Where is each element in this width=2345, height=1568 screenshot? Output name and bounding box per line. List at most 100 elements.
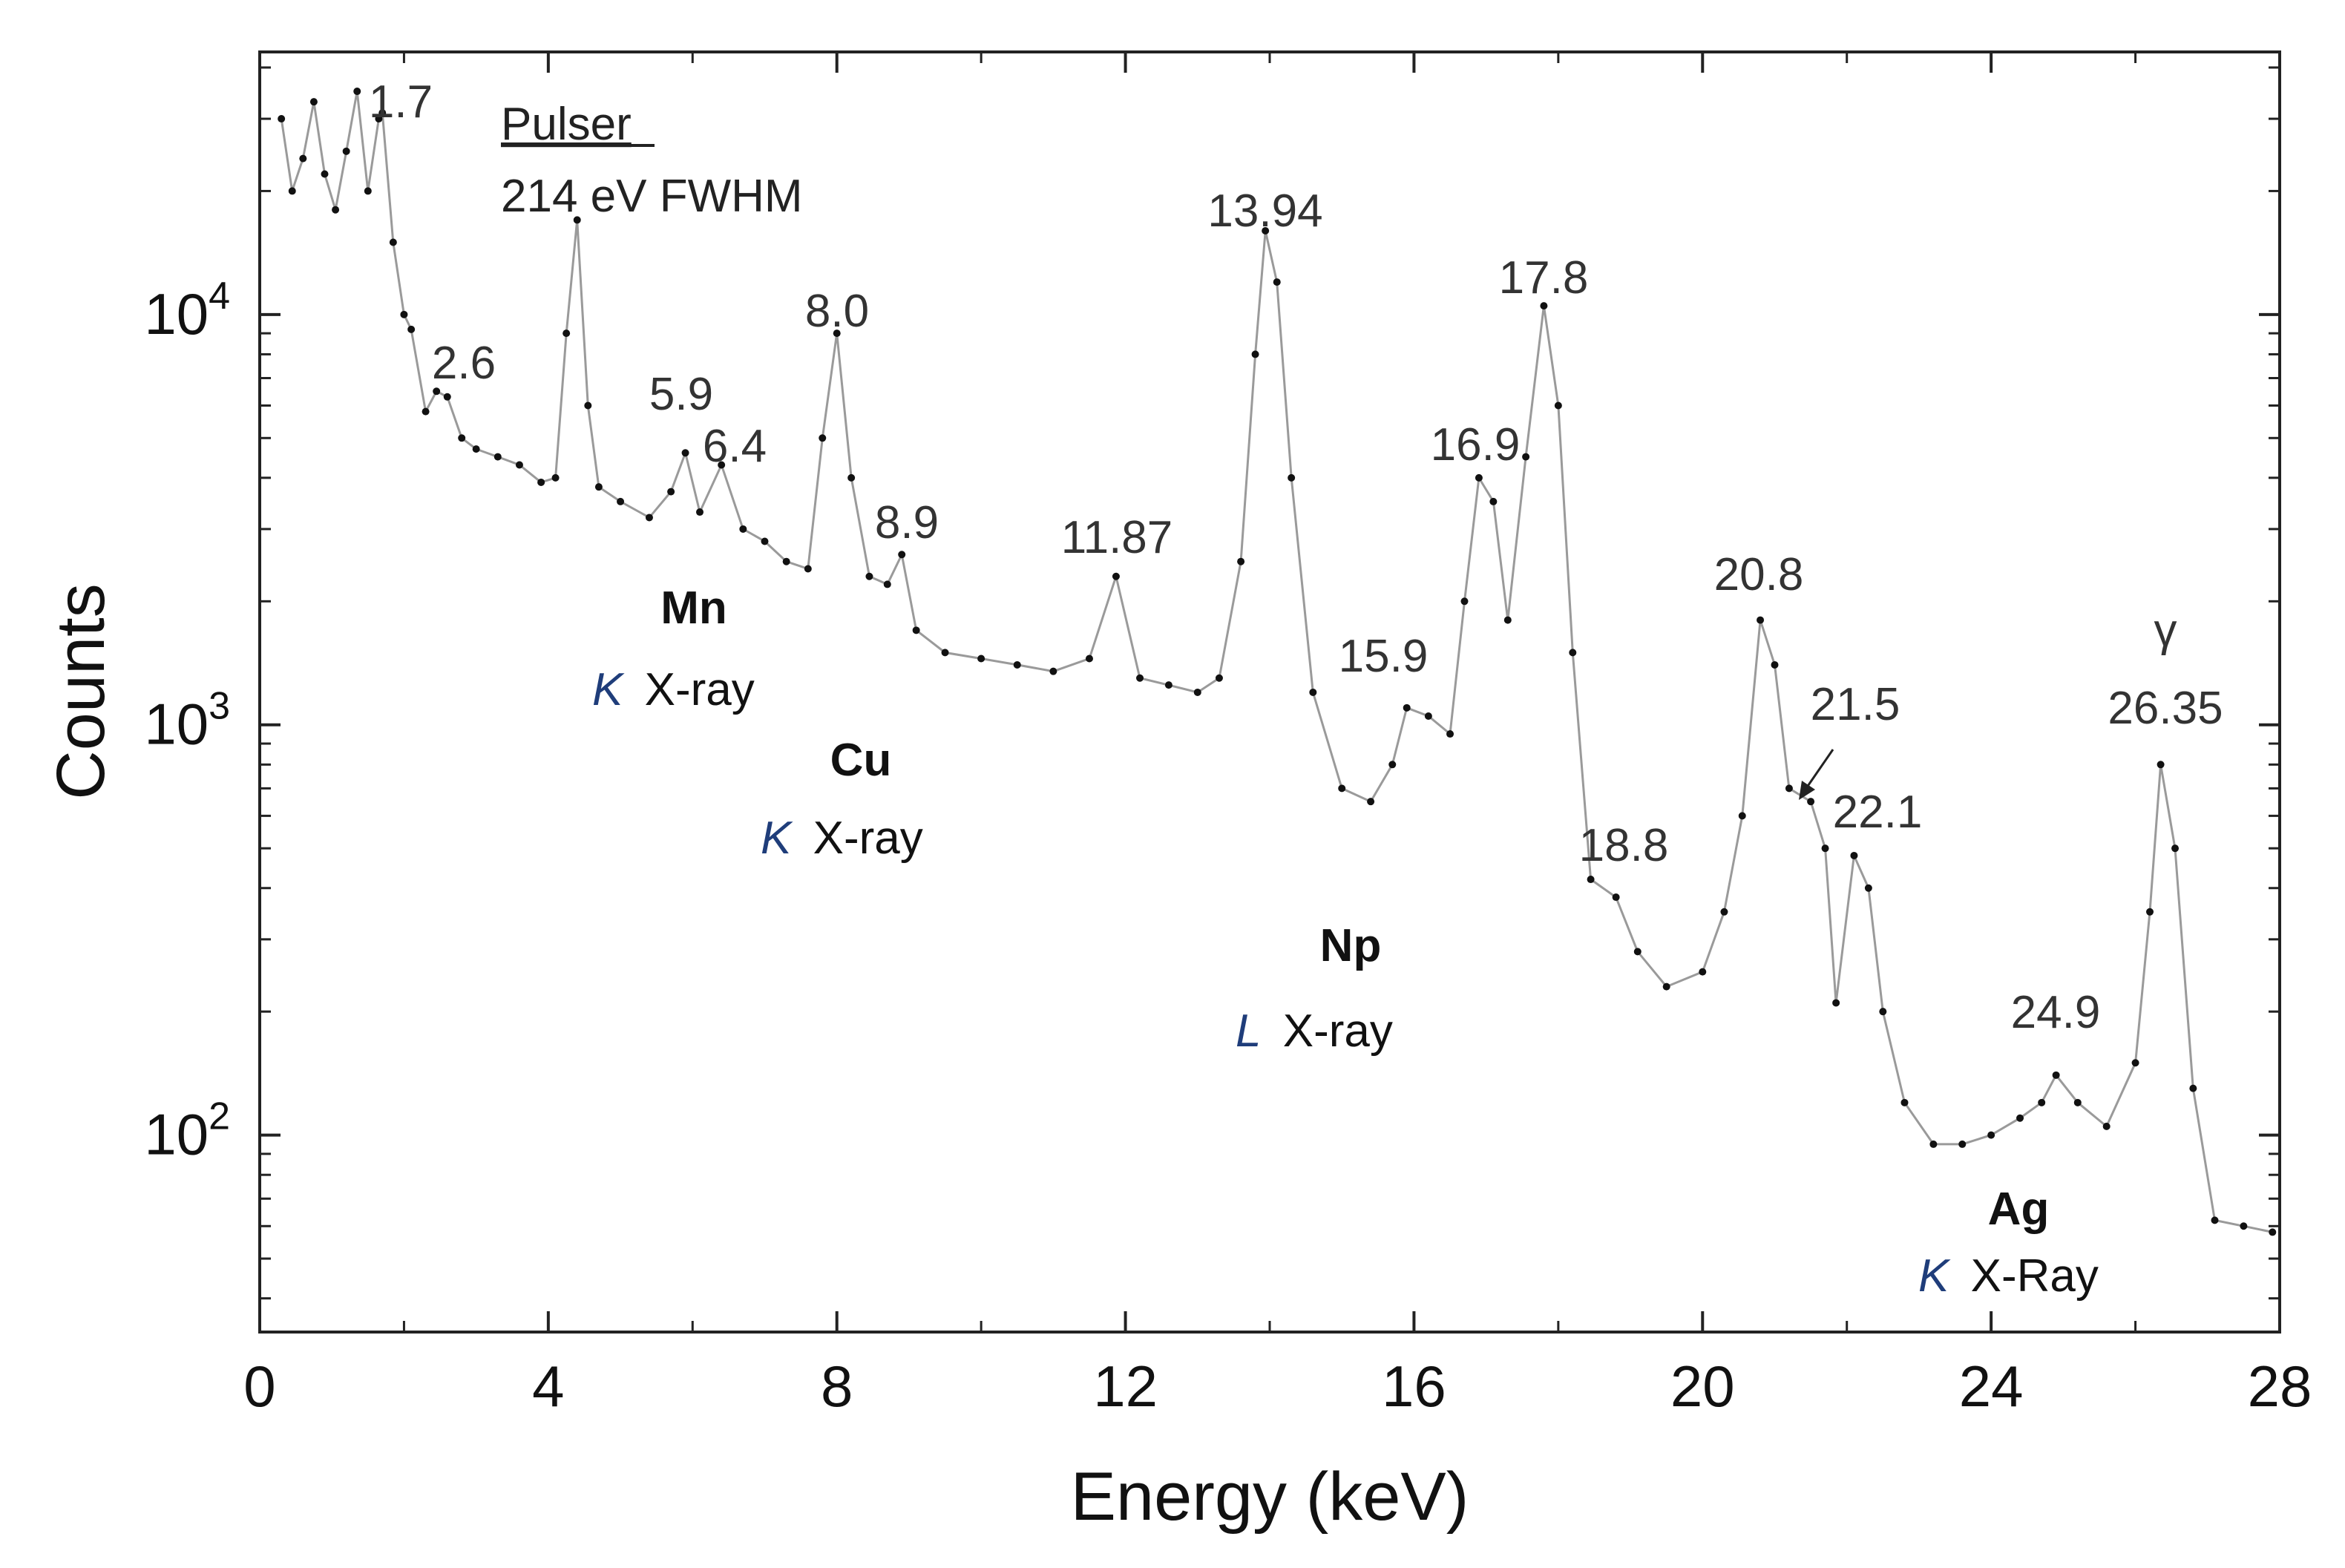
data-point [2146, 908, 2154, 916]
data-point [1554, 401, 1562, 410]
data-point [1850, 851, 1858, 859]
data-point [1720, 908, 1728, 916]
data-point [667, 488, 675, 496]
y-tick-base: 10 [144, 692, 209, 757]
data-point [1237, 557, 1245, 565]
y-axis-title: Counts [43, 583, 119, 800]
ag-xray-line: K X-Ray [1918, 1250, 2099, 1302]
y-tick-exponent: 3 [209, 685, 230, 728]
x-tick-label: 0 [243, 1354, 275, 1419]
peak-label: 24.9 [2011, 987, 2101, 1038]
data-point [1807, 798, 1815, 806]
data-point [400, 310, 408, 318]
data-point [1489, 497, 1498, 505]
data-point [883, 580, 891, 588]
data-point [782, 557, 790, 565]
peak-label: 13.94 [1207, 186, 1322, 237]
data-point [865, 572, 873, 580]
peak-label: 22.1 [1833, 787, 1923, 838]
data-point [1309, 688, 1317, 696]
data-point [2269, 1228, 2277, 1236]
data-point [407, 325, 416, 333]
data-point [573, 216, 581, 224]
y-tick-exponent: 2 [209, 1095, 230, 1138]
peak-label: 16.9 [1431, 419, 1521, 470]
data-point [761, 537, 769, 545]
data-point [321, 170, 329, 178]
x-axis-title: Energy (keV) [1071, 1459, 1469, 1535]
peak-label: 8.9 [875, 497, 939, 548]
peak-label: 20.8 [1714, 549, 1804, 600]
data-point [1262, 226, 1270, 234]
x-tick-label: 8 [821, 1354, 853, 1419]
data-point [1215, 674, 1223, 682]
y-tick-label: 102 [144, 1095, 230, 1167]
data-point [847, 473, 856, 482]
np-xray-text: X-ray [1283, 1006, 1393, 1057]
data-point [617, 497, 625, 505]
data-point [1193, 688, 1201, 696]
data-point [804, 565, 812, 573]
peak-label: 11.87 [1061, 512, 1173, 563]
ag-k-shell: K [1918, 1250, 1951, 1302]
data-point [1164, 681, 1172, 689]
data-point [378, 109, 387, 117]
x-tick-label: 4 [532, 1354, 564, 1419]
data-point [458, 434, 466, 442]
data-point [2240, 1222, 2248, 1230]
data-point [332, 206, 340, 214]
data-point [353, 88, 361, 96]
data-point [1929, 1140, 1938, 1148]
data-point [594, 483, 603, 491]
data-point [422, 407, 430, 416]
series-group [278, 88, 2277, 1236]
data-point [2211, 1216, 2219, 1224]
data-point [2052, 1071, 2060, 1079]
np-l-shell: L [1236, 1006, 1261, 1057]
y-tick-label: 104 [144, 275, 230, 347]
peak-label: 17.8 [1499, 252, 1589, 304]
peak-label: 26.35 [2108, 683, 2223, 734]
cu-xray-text: X-ray [813, 813, 923, 864]
y-tick-label: 103 [144, 685, 230, 757]
data-point [493, 453, 502, 461]
peak-label: 1.7 [369, 76, 433, 128]
data-point [1085, 655, 1093, 663]
spectrum-line [280, 91, 2273, 1233]
data-point [1612, 893, 1620, 902]
data-point [977, 655, 985, 663]
ag-element-name: Ag [1988, 1184, 2050, 1235]
mn-xray-text: X-ray [645, 664, 755, 715]
data-point [1879, 1008, 1887, 1016]
data-point [1424, 712, 1432, 721]
data-point [1288, 473, 1296, 482]
data-point [299, 154, 307, 163]
x-tick-label: 16 [1382, 1354, 1446, 1419]
data-point [1049, 667, 1057, 675]
data-point [472, 445, 480, 453]
mn-xray-line: K X-ray [592, 664, 755, 715]
cu-xray-line: K X-ray [761, 813, 923, 864]
data-point [1136, 674, 1144, 682]
data-point [2131, 1059, 2139, 1067]
peak-label: 15.9 [1339, 631, 1429, 682]
data-point [2171, 844, 2180, 853]
data-point [288, 187, 296, 195]
data-point [278, 115, 286, 123]
peak-label: 8.0 [805, 286, 869, 337]
data-point [819, 434, 827, 442]
data-point [551, 473, 560, 482]
gamma-symbol: γ [2154, 605, 2177, 656]
data-point [2157, 761, 2165, 769]
peak-labels: 1.7 2.6 5.96.4 8.0 8.9 11.87 13.94 15.9 16.9 17.8… [369, 76, 2223, 1038]
np-element-name: Np [1320, 920, 1382, 971]
data-point [443, 393, 451, 401]
data-point [375, 115, 383, 123]
data-point [2038, 1098, 2046, 1106]
data-point [2073, 1098, 2082, 1106]
data-point [739, 525, 747, 533]
y-tick-base: 10 [144, 1102, 209, 1167]
x-tick-label: 20 [1670, 1354, 1735, 1419]
